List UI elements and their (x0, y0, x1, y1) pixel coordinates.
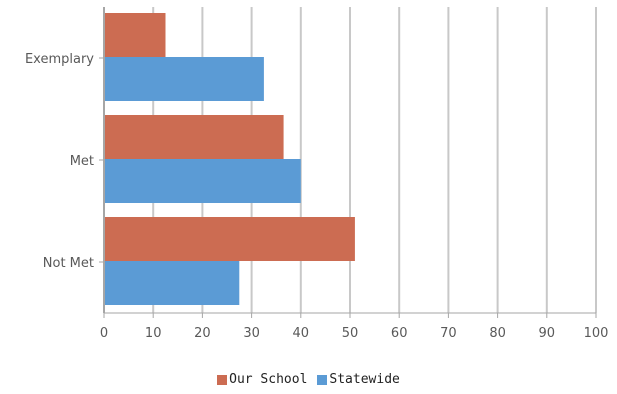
legend-label-statewide: Statewide (329, 372, 400, 387)
x-tick-label: 70 (440, 326, 457, 341)
bar-statewide-exemplary[interactable] (105, 57, 264, 101)
x-tick-label: 90 (539, 326, 556, 341)
category-label: Not Met (43, 256, 94, 271)
legend-item-our-school[interactable]: Our School (217, 372, 307, 387)
category-label: Met (70, 154, 94, 169)
category-label: Exemplary (25, 52, 94, 67)
legend-label-our-school: Our School (229, 372, 308, 387)
bar-statewide-met[interactable] (105, 159, 301, 203)
x-tick-label: 80 (489, 326, 506, 341)
legend-swatch-our-school (217, 374, 228, 385)
x-tick-label: 60 (391, 326, 408, 341)
bar-our-school-met[interactable] (105, 115, 284, 159)
bar-our-school-not-met[interactable] (105, 217, 355, 261)
legend-item-statewide[interactable]: Statewide (317, 372, 400, 387)
x-tick-label: 30 (243, 326, 260, 341)
x-tick-label: 40 (293, 326, 310, 341)
x-tick-label: 50 (342, 326, 359, 341)
legend: Our School Statewide (0, 372, 617, 387)
bar-chart: 0 10 20 30 40 50 60 70 80 90 100 Exemplary Met Not Me… (25, 7, 609, 341)
bar-our-school-exemplary[interactable] (105, 13, 166, 57)
x-tick-label: 100 (584, 326, 609, 341)
x-tick-label: 0 (100, 326, 108, 341)
x-tick-label: 10 (145, 326, 162, 341)
legend-swatch-statewide (317, 374, 328, 385)
bar-statewide-not-met[interactable] (105, 261, 240, 305)
x-tick-label: 20 (194, 326, 211, 341)
